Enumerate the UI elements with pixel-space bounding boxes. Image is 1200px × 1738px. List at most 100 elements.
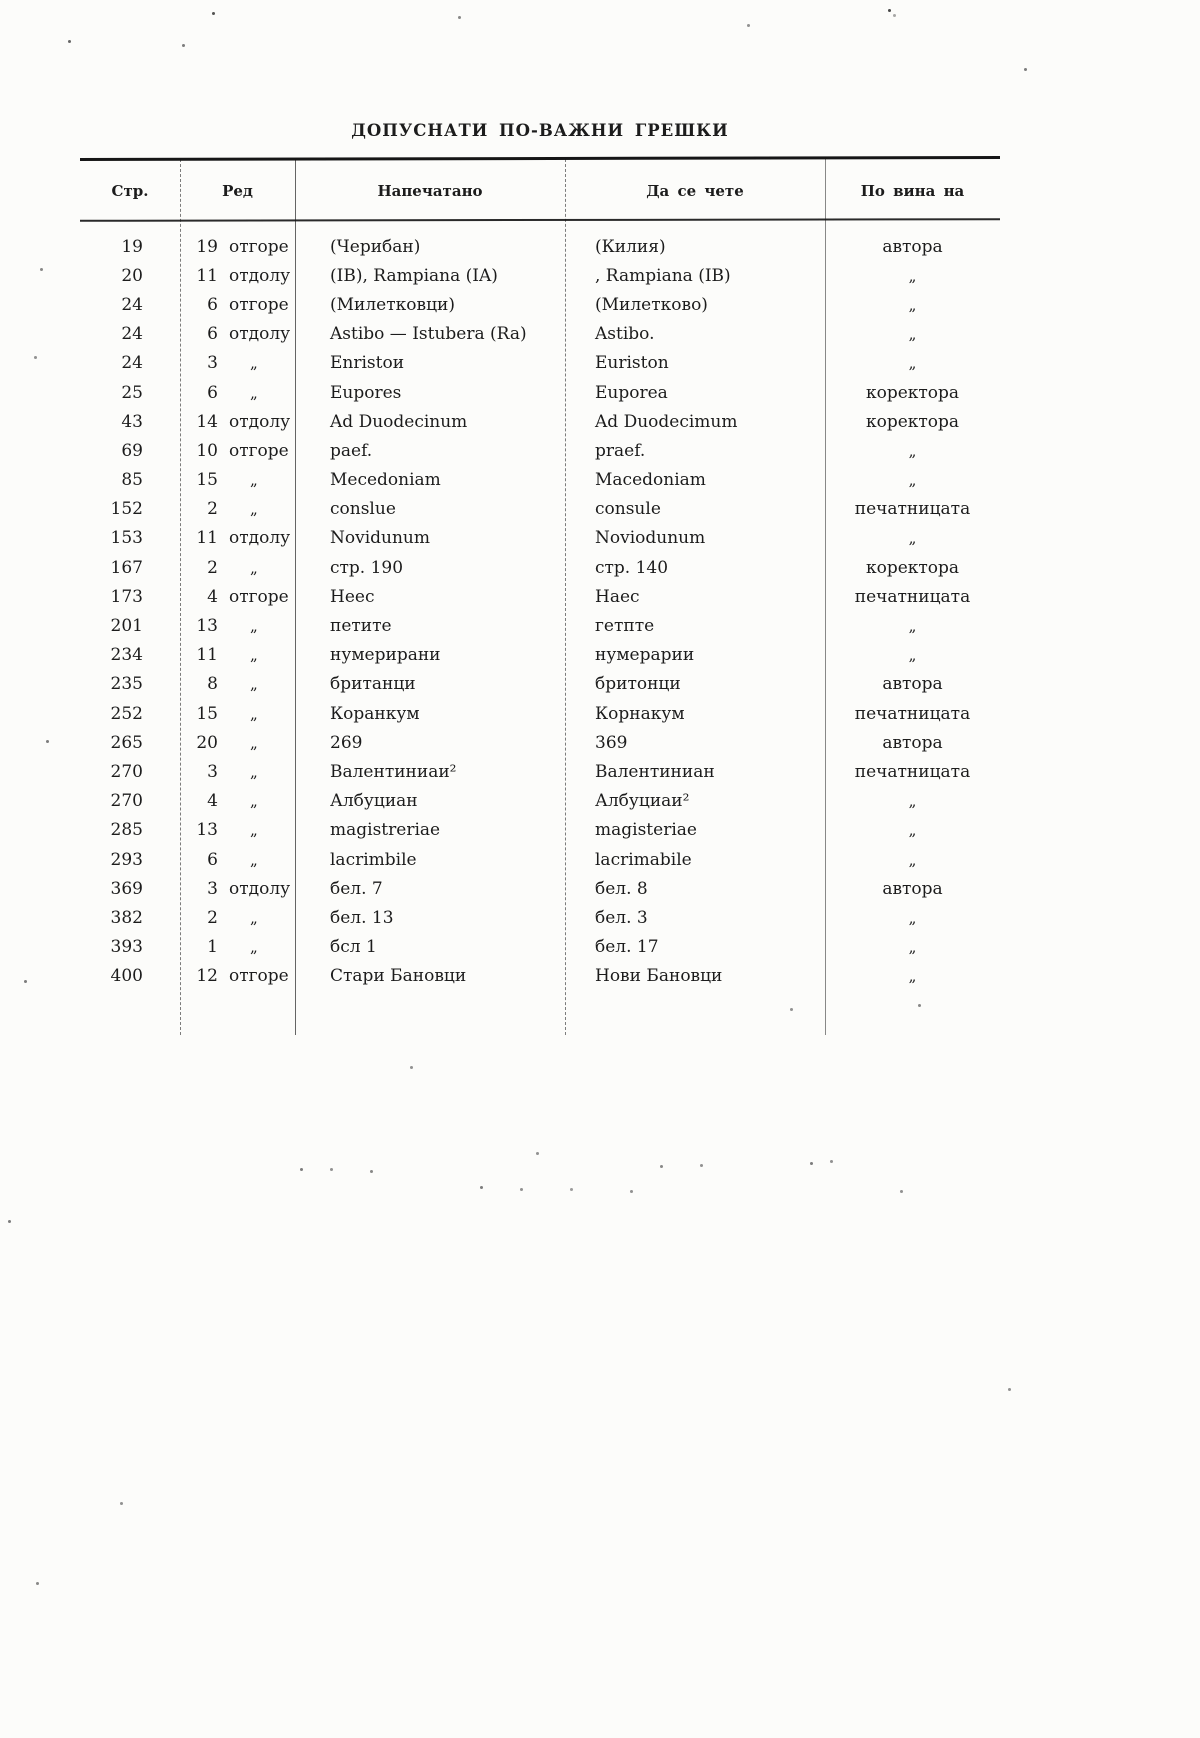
cell-page-number: 69: [121, 440, 143, 461]
table-row: 24 6 отдолу Astibo — Istubera (Ra) Astibo. „: [80, 320, 1000, 349]
cell-printed-text: Eupores: [330, 382, 402, 403]
cell-printed-text: conslue: [330, 499, 396, 520]
cell-page-number: 167: [110, 557, 143, 578]
table-body: 19 19 отгоре (Черибан) (Килия) автора 20 11 отдо…: [80, 232, 1000, 991]
column-separator: [825, 159, 826, 1035]
cell-line-ref: 4 „: [180, 787, 295, 816]
cell-printed-text: Enristoи: [330, 353, 405, 374]
cell-line-ref: 13 „: [180, 611, 295, 640]
cell-page-number: 285: [110, 820, 143, 841]
cell-correct-text: , Rampiana (IB): [595, 265, 731, 286]
cell-correct-text: Macedoniam: [595, 470, 706, 491]
cell-line-ref: 3 „: [180, 757, 295, 786]
table-row: 167 2 „ стр. 190 стр. 140 коректора: [80, 553, 1000, 582]
table-row: 293 6 „ lacrimbile lacrimabile „: [80, 845, 1000, 874]
cell-correct-text: (Килия): [595, 236, 666, 257]
line-position: отгоре: [229, 966, 289, 987]
cell-correct-text: стр. 140: [595, 557, 669, 578]
table-row: 234 11 „ нумерирани нумерарии „: [80, 641, 1000, 670]
cell-page-number: 24: [121, 353, 143, 374]
cell-fault-attribution: печатницата: [854, 761, 971, 782]
ditto-mark: „: [908, 441, 917, 460]
cell-page-number: 235: [110, 674, 143, 695]
cell-page-number: 270: [110, 791, 143, 812]
table-row: 369 3 отдолу бел. 7 бел. 8 автора: [80, 874, 1000, 903]
cell-fault-attribution: „: [825, 641, 1000, 670]
cell-page-number: 252: [110, 703, 143, 724]
table-row: 43 14 отдолу Ad Duodecinum Ad Duodecimum коре…: [80, 407, 1000, 436]
cell-correct-text: Валентиниан: [595, 761, 715, 782]
cell-page-number: 24: [121, 294, 143, 315]
column-separator: [565, 159, 566, 1035]
cell-line-ref: 19 отгоре: [180, 232, 295, 261]
line-position: отгоре: [229, 586, 289, 607]
line-number: 11: [196, 528, 218, 549]
line-number: 6: [207, 382, 218, 403]
cell-fault-attribution: „: [825, 816, 1000, 845]
cell-printed-text: Novidunum: [330, 528, 430, 549]
cell-printed-text: lacrimbile: [330, 849, 417, 870]
line-number: 2: [207, 907, 218, 928]
table-row: 382 2 „ бел. 13 бел. 3 „: [80, 903, 1000, 932]
cell-page-number: 153: [110, 528, 143, 549]
cell-fault-attribution: „: [825, 466, 1000, 495]
cell-line-ref: 1 „: [180, 933, 295, 962]
line-position: отдолу: [229, 878, 291, 899]
line-number: 11: [196, 645, 218, 666]
line-position: отгоре: [229, 236, 289, 257]
cell-fault-attribution: печатницата: [854, 703, 971, 724]
cell-line-ref: 11 „: [180, 641, 295, 670]
ditto-mark: „: [908, 295, 917, 314]
page-title: ДОПУСНАТИ ПО-ВАЖНИ ГРЕШКИ: [351, 121, 729, 140]
column-header-correct: Да се чете: [646, 182, 744, 200]
line-position: отгоре: [229, 440, 289, 461]
cell-printed-text: 269: [330, 732, 363, 753]
cell-fault-attribution: „: [825, 349, 1000, 378]
ditto-mark: „: [908, 325, 917, 344]
cell-page-number: 369: [110, 878, 143, 899]
ditto-mark: „: [250, 354, 258, 373]
column-separator: [180, 159, 181, 1035]
cell-line-ref: 11 отдолу: [180, 524, 295, 553]
line-number: 6: [207, 849, 218, 870]
cell-correct-text: consule: [595, 499, 661, 520]
cell-fault-attribution: „: [825, 320, 1000, 349]
line-number: 3: [207, 353, 218, 374]
cell-fault-attribution: печатницата: [854, 499, 971, 520]
line-number: 14: [196, 411, 218, 432]
table-row: 173 4 отгоре Heec Haec печатницата: [80, 582, 1000, 611]
ditto-mark: „: [908, 821, 917, 840]
cell-line-ref: 14 отдолу: [180, 407, 295, 436]
header-bottom-rule: [79, 218, 1001, 222]
line-number: 2: [207, 499, 218, 520]
line-number: 6: [207, 324, 218, 345]
cell-printed-text: Стари Бановци: [330, 966, 467, 987]
ditto-mark: „: [908, 266, 917, 285]
cell-correct-text: бритонци: [595, 674, 681, 695]
table-row: 270 4 „ Албуциан Албуциаи² „: [80, 787, 1000, 816]
ditto-mark: „: [250, 558, 258, 577]
cell-printed-text: Албуциан: [330, 791, 418, 812]
ditto-mark: „: [250, 792, 258, 811]
line-number: 13: [196, 616, 218, 637]
ditto-mark: „: [250, 471, 258, 490]
table-row: 285 13 „ magistreriae magisteriae „: [80, 816, 1000, 845]
cell-printed-text: стр. 190: [330, 557, 404, 578]
cell-line-ref: 8 „: [180, 670, 295, 699]
ditto-mark: „: [908, 908, 917, 927]
line-number: 4: [207, 791, 218, 812]
cell-page-number: 201: [110, 616, 143, 637]
line-number: 6: [207, 294, 218, 315]
cell-line-ref: 6 отдолу: [180, 320, 295, 349]
table-header-row: Стр. Ред Напечатано Да се чете По вина н…: [80, 171, 1000, 211]
column-header-line: Ред: [222, 182, 253, 200]
cell-page-number: 25: [121, 382, 143, 403]
cell-page-number: 234: [110, 645, 143, 666]
line-number: 10: [196, 440, 218, 461]
cell-line-ref: 12 отгоре: [180, 962, 295, 991]
cell-correct-text: Албуциаи²: [595, 791, 690, 812]
line-position: отдолу: [229, 528, 291, 549]
cell-printed-text: бел. 7: [330, 878, 383, 899]
line-number: 1: [207, 937, 218, 958]
ditto-mark: „: [250, 938, 258, 957]
